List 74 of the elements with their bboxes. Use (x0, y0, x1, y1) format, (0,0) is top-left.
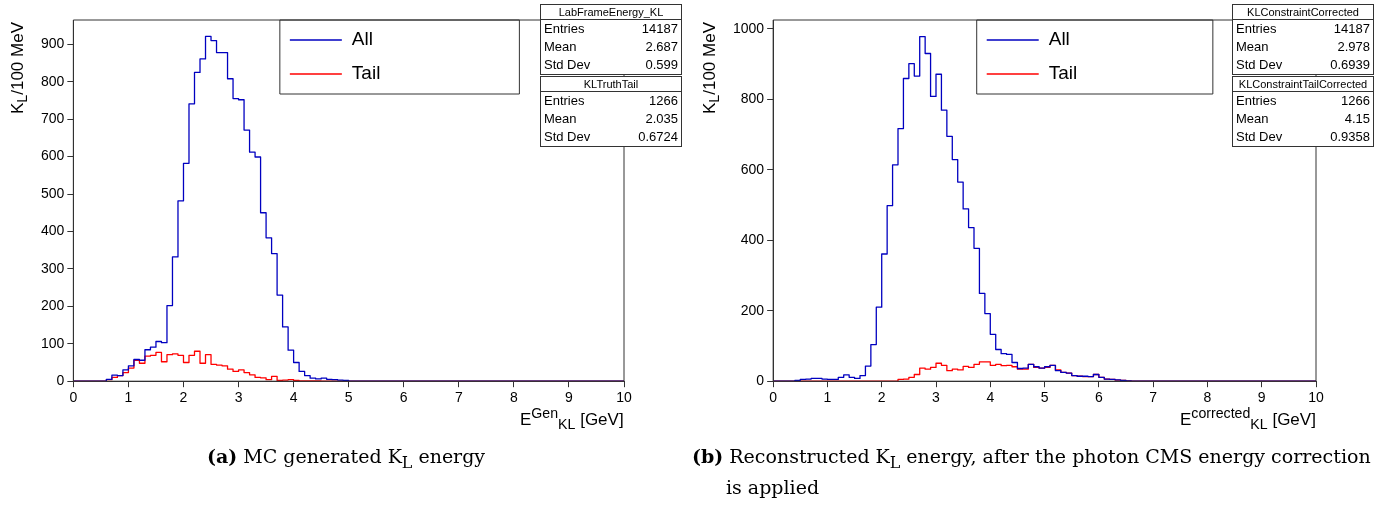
text: (a) MC generated K$_{L}$ energy (206, 444, 486, 474)
x-tick-label: 7 (1149, 389, 1158, 406)
x-tick-label: 1 (124, 389, 133, 406)
legend-label: All (1048, 28, 1070, 50)
y-tick-label: 400 (41, 222, 65, 239)
x-tick-label: 4 (289, 389, 298, 406)
text: 0.6724 (638, 128, 678, 146)
text: 2.035 (645, 110, 678, 128)
y-tick-label: 500 (41, 184, 65, 201)
y-tick-label: 100 (41, 334, 65, 351)
x-tick-label: 0 (69, 389, 78, 406)
x-tick-label: 8 (1203, 389, 1212, 406)
y-tick-label: 400 (740, 231, 765, 248)
annotation: Entries (1236, 20, 1277, 38)
x-tick-label: 3 (932, 389, 941, 406)
x-tick-label: 2 (179, 389, 188, 406)
text: LabFrameEnergy_KL (541, 5, 681, 20)
text: 4.15 (1344, 110, 1370, 128)
x-tick-label: 9 (1257, 389, 1266, 406)
x-tick-label: 8 (509, 389, 518, 406)
y-tick-label: 0 (756, 372, 765, 389)
y-tick-label: 0 (56, 372, 65, 389)
text: 14187 (641, 20, 678, 38)
y-tick-label: 1000 (732, 19, 765, 36)
x-tick-label: 2 (877, 389, 886, 406)
x-tick-label: 10 (1308, 389, 1324, 406)
annotation: Mean (1236, 38, 1269, 56)
annotation: Mean (544, 38, 577, 56)
annotation: Entries (1236, 92, 1277, 110)
x-tick-label: 10 (616, 389, 632, 406)
text: 0.599 (645, 56, 678, 74)
annotation: Std Dev (1236, 128, 1283, 146)
x-tick-label: 4 (986, 389, 995, 406)
x-tick-label: 0 (769, 389, 778, 406)
annotation: KLTruthTail (541, 77, 681, 92)
annotation: KLConstraintTailCorrected (1233, 77, 1373, 92)
y-tick-label: 300 (41, 259, 65, 276)
annotation: Entries (544, 20, 585, 38)
text: (b) Reconstructed K$_{L}$ energy, after the photon CMS energy correction is applied (692, 445, 1371, 498)
text: 0.6939 (1330, 56, 1370, 74)
x-tick-label: 3 (234, 389, 243, 406)
y-tick-label: 900 (41, 35, 65, 52)
text: 14187 (1333, 20, 1370, 38)
x-tick-label: 1 (823, 389, 832, 406)
x-tick-label: 5 (344, 389, 353, 406)
y-tick-label: 600 (41, 147, 65, 164)
annotation: Entries (544, 92, 585, 110)
text: 2.687 (645, 38, 678, 56)
x-axis-title: E$^{Gen}$$_{KL}$ [GeV] (520, 405, 624, 433)
x-tick-label: 6 (1094, 389, 1103, 406)
x-tick-label: 6 (399, 389, 408, 406)
y-tick-label: 600 (740, 160, 765, 177)
x-tick-label: 9 (565, 389, 574, 406)
y-tick-label: 700 (41, 110, 65, 127)
legend-label: All (351, 28, 373, 50)
y-tick-label: 200 (41, 297, 65, 314)
y-tick-label: 800 (740, 90, 765, 107)
text: KLConstraintCorrected (1233, 5, 1373, 20)
text: 1266 (649, 92, 678, 110)
annotation: Std Dev (1236, 56, 1283, 74)
x-tick-label: 5 (1040, 389, 1049, 406)
text: 1266 (1341, 92, 1370, 110)
legend-label: Tail (1048, 62, 1078, 84)
text: 2.978 (1337, 38, 1370, 56)
annotation: Std Dev (544, 56, 591, 74)
annotation: Mean (1236, 110, 1269, 128)
x-axis-title: E$^{corrected}$$_{KL}$ [GeV] (1180, 405, 1316, 433)
legend-label: Tail (351, 62, 381, 84)
annotation: Std Dev (544, 128, 591, 146)
x-tick-label: 7 (454, 389, 463, 406)
text: 0.9358 (1330, 128, 1370, 146)
y-tick-label: 200 (740, 301, 765, 318)
annotation: Mean (544, 110, 577, 128)
y-tick-label: 800 (41, 72, 65, 89)
